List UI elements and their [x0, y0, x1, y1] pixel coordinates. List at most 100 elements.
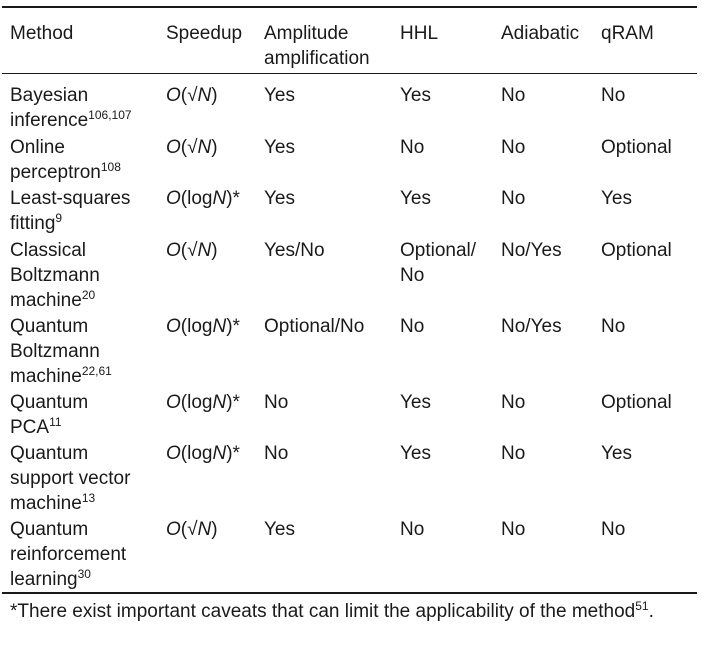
citation-ref: 108	[100, 160, 121, 174]
method-line: Least-squares	[10, 188, 131, 209]
hhl-line: Yes	[400, 392, 431, 413]
speedup-n: N	[212, 316, 227, 337]
speedup-suffix: )	[211, 137, 218, 158]
method-line: Classical	[10, 240, 87, 261]
table-cell-qram: Optional	[601, 137, 672, 158]
big-o: O	[166, 443, 181, 464]
method-line: fitting9	[10, 211, 63, 234]
table-cell-method: Quantum support vector machine13	[10, 441, 130, 516]
table-cell-amplitude: Yes/No	[264, 238, 325, 263]
method-line: perceptron108	[10, 160, 121, 183]
speedup-prefix: (	[180, 519, 188, 540]
table-cell-amplitude: Yes	[264, 517, 295, 542]
speedup-n: N	[212, 392, 227, 413]
table-cell-hhl: No	[400, 135, 424, 160]
big-o: O	[166, 240, 181, 261]
speedup-var: N	[212, 188, 226, 209]
hhl-line: No	[400, 265, 425, 286]
speedup-n: N	[212, 188, 227, 209]
hhl-line: Optional/	[400, 240, 477, 261]
amplitude-line: No	[264, 392, 289, 413]
method-line: support vector	[10, 468, 131, 489]
table-cell-qram: No	[601, 519, 626, 540]
speedup-suffix: )	[211, 240, 218, 261]
bottom-rule	[2, 592, 697, 594]
big-o: O	[166, 316, 181, 337]
column-header-adiabatic: Adiabatic	[501, 23, 580, 44]
method-line: PCA11	[10, 415, 62, 438]
big-o: O	[166, 137, 181, 158]
table-cell-qram: No	[601, 85, 626, 106]
method-line: Quantum	[10, 519, 89, 540]
citation-ref: 106,107	[88, 108, 132, 122]
table-cell-amplitude: No	[264, 390, 288, 415]
amplitude-line: Yes	[264, 519, 295, 540]
speedup-var: N	[212, 316, 226, 337]
table-cell-hhl: No	[400, 314, 424, 339]
top-rule	[2, 6, 697, 8]
column-header-line: amplification	[264, 48, 370, 69]
method-line: Quantum	[10, 392, 89, 413]
method-line: Boltzmann	[10, 341, 100, 362]
table-cell-speedup: O(√N)	[166, 135, 218, 160]
table-cell-hhl: Yes	[400, 390, 431, 415]
hhl-line: Yes	[400, 85, 431, 106]
big-o: O	[166, 519, 181, 540]
footnote-end: .	[648, 601, 654, 622]
speedup-prefix: (	[180, 240, 188, 261]
speedup-n: N	[197, 240, 212, 261]
table-cell-amplitude: No	[264, 441, 288, 466]
column-header-method: Method	[10, 23, 74, 44]
table-cell-speedup: O(√N)	[166, 238, 218, 263]
method-line: Online	[10, 137, 65, 158]
big-o: O	[166, 392, 181, 413]
method-line: Quantum	[10, 316, 89, 337]
citation-ref: 22,61	[81, 364, 112, 378]
column-header-speedup: Speedup	[166, 23, 243, 44]
speedup-prefix: (log	[180, 188, 213, 209]
method-line: machine22,61	[10, 364, 112, 387]
table-cell-amplitude: Yes	[264, 135, 295, 160]
speedup-var: N	[212, 443, 226, 464]
table-cell-hhl: Yes	[400, 186, 431, 211]
speedup-prefix: (	[180, 85, 188, 106]
speedup-prefix: (log	[180, 443, 213, 464]
table-cell-qram: Yes	[601, 443, 632, 464]
speedup-n: N	[197, 85, 212, 106]
table-cell-hhl: Yes	[400, 441, 431, 466]
speedup-suffix: )*	[226, 392, 240, 413]
table-cell-speedup: O(logN)*	[166, 441, 240, 466]
table-cell-method: Least-squares fitting9	[10, 186, 130, 236]
table-cell-amplitude: Yes	[264, 83, 295, 108]
amplitude-line: Yes	[264, 85, 295, 106]
citation-ref: 13	[81, 491, 96, 505]
method-line: machine13	[10, 491, 96, 514]
method-line: learning30	[10, 567, 91, 590]
method-line: Quantum	[10, 443, 89, 464]
table-cell-adiabatic: No	[501, 85, 526, 106]
table-cell-qram: No	[601, 316, 626, 337]
citation-ref: 11	[49, 415, 62, 429]
table-cell-adiabatic: No	[501, 188, 526, 209]
table-cell-method: Quantum PCA11	[10, 390, 88, 440]
speedup-suffix: )	[211, 85, 218, 106]
citation-ref: 20	[81, 288, 96, 302]
table-cell-hhl: Optional/No	[400, 238, 476, 288]
speedup-suffix: )*	[226, 188, 240, 209]
table-cell-method: Quantum Boltzmann machine22,61	[10, 314, 112, 389]
table-cell-adiabatic: No	[501, 443, 526, 464]
column-header-line: Amplitude	[264, 23, 349, 44]
speedup-prefix: (log	[180, 392, 213, 413]
big-o: O	[166, 85, 181, 106]
table-cell-speedup: O(logN)*	[166, 186, 240, 211]
footnote-text: *There exist important caveats that can …	[10, 601, 636, 622]
speedup-n: N	[212, 443, 227, 464]
table-cell-method: Quantum reinforcement learning30	[10, 517, 126, 592]
table-cell-speedup: O(logN)*	[166, 390, 240, 415]
hhl-line: Yes	[400, 188, 431, 209]
citation-ref: 30	[77, 567, 91, 581]
table-cell-adiabatic: No	[501, 519, 526, 540]
table-cell-amplitude: Yes	[264, 186, 295, 211]
table-cell-method: Bayesian inference106,107	[10, 83, 132, 133]
